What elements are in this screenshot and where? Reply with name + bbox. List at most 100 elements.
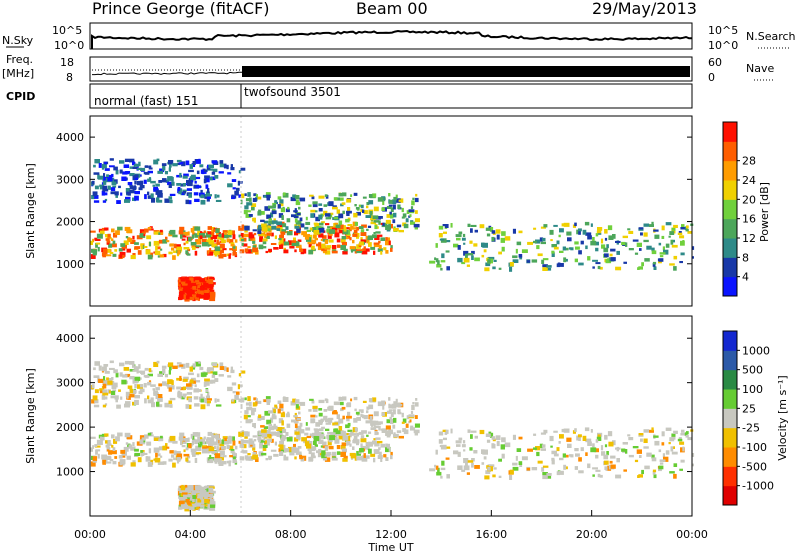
velocity-echo-1026	[204, 378, 210, 382]
power-colorbar-box-3	[723, 218, 737, 239]
velocity-echo-1391	[483, 456, 487, 460]
velocity-echo-1277	[368, 398, 373, 403]
power-echo-1176	[356, 211, 361, 216]
power-echo-780	[124, 158, 129, 162]
velocity-echo-1179	[385, 425, 391, 430]
power-colorbar-tick-1: 8	[742, 251, 749, 264]
power-echo-993	[121, 176, 127, 181]
velocity-echo-1099	[251, 410, 255, 416]
power-echo-886	[153, 188, 159, 192]
power-echo-1514	[455, 234, 462, 237]
power-echo-819	[157, 193, 163, 198]
power-echo-1080	[347, 207, 351, 212]
power-echo-154	[232, 249, 236, 254]
velocity-echo-876	[122, 374, 128, 378]
power-echo-1363	[550, 239, 553, 242]
velocity-echo-269	[389, 429, 393, 435]
velocity-echo-937	[134, 395, 140, 399]
velocity-echo-825	[161, 365, 167, 369]
velocity-echo-969	[192, 363, 196, 368]
velocity-echo-947	[195, 362, 201, 367]
velocity-echo-1230	[382, 404, 385, 410]
power-echo-1390	[568, 247, 572, 250]
power-echo-398	[342, 251, 348, 255]
velocity-echo-1348	[671, 451, 678, 455]
velocity-echo-970	[168, 387, 172, 392]
nave-label: Nave	[746, 62, 774, 75]
velocity-echo-1524	[536, 451, 540, 457]
velocity-echo-1042	[312, 405, 318, 410]
nsearch-tick-low: 10^0	[708, 39, 738, 52]
velocity-echo-994	[169, 404, 173, 408]
velocity-echo-894	[200, 372, 207, 377]
power-echo-1174	[252, 197, 257, 202]
power-echo-777	[185, 295, 189, 300]
power-echo-1077	[265, 192, 271, 196]
velocity-echo-1133	[333, 422, 339, 425]
velocity-echo-1327	[535, 446, 541, 451]
power-echo-1150	[252, 229, 257, 232]
power-echo-1180	[390, 207, 394, 212]
power-echo-460	[326, 245, 332, 249]
power-echo-729	[188, 296, 195, 301]
power-echo-1489	[668, 235, 671, 238]
power-echo-870	[188, 200, 192, 205]
velocity-echo-781	[129, 361, 135, 365]
power-echo-979	[182, 183, 186, 187]
velocity-echo-1244	[296, 418, 301, 421]
velocity-echo-1467	[673, 430, 678, 434]
power-echo-1359	[601, 244, 606, 249]
power-echo-390	[332, 245, 337, 250]
power-echo-892	[144, 165, 149, 168]
velocity-echo-1457	[556, 471, 560, 476]
power-echo-146	[140, 246, 143, 250]
power-echo-1526	[646, 245, 652, 250]
power-echo-1354	[488, 256, 495, 260]
velocity-echo-978	[134, 377, 139, 383]
velocity-echo-282	[280, 449, 287, 453]
velocity-echo-1425	[628, 437, 634, 441]
power-echo-761	[183, 294, 188, 299]
power-echo-1095	[311, 196, 315, 200]
power-echo-860	[237, 180, 240, 186]
power-echo-1376	[663, 249, 669, 255]
power-echo-907	[231, 194, 234, 198]
power-echo-100	[92, 238, 95, 243]
velocity-echo-338	[378, 451, 382, 456]
power-echo-56	[118, 248, 123, 252]
velocity-echo-958	[196, 373, 200, 378]
velocity-echo-1418	[457, 465, 463, 470]
power-echo-1332	[501, 246, 505, 252]
power-echo-984	[200, 194, 204, 199]
velocity-echo-1475	[543, 429, 548, 434]
power-echo-865	[134, 195, 139, 201]
velocity-echo-1308	[436, 471, 442, 476]
velocity-echo-1254	[342, 435, 349, 441]
power-echo-781	[129, 158, 135, 163]
power-echo-474	[368, 242, 372, 247]
velocity-echo-1407	[572, 430, 576, 434]
power-echo-1172	[370, 221, 377, 225]
power-echo-649	[189, 277, 193, 282]
power-echo-902	[152, 184, 155, 187]
power-echo-1478	[442, 224, 446, 227]
power-echo-943	[169, 164, 172, 168]
velocity-echo-1315	[492, 438, 496, 442]
velocity-echo-414	[360, 445, 366, 450]
power-echo-1316	[644, 258, 650, 262]
power-echo-382	[283, 249, 289, 254]
power-echo-921	[204, 177, 210, 183]
velocity-echo-1358	[519, 463, 523, 467]
power-echo-1245	[271, 220, 278, 224]
velocity-echo-1110	[373, 411, 379, 417]
power-echo-1510	[537, 253, 543, 257]
power-echo-243	[199, 233, 205, 238]
power-echo-1444	[658, 242, 662, 246]
power-echo-957	[164, 171, 168, 175]
power-echo-222	[147, 227, 152, 230]
velocity-echo-1222	[377, 421, 383, 425]
velocity-echo-845	[153, 390, 158, 394]
power-echo-856	[115, 193, 118, 198]
power-echo-1295	[304, 226, 309, 230]
power-echo-1133	[333, 217, 339, 220]
